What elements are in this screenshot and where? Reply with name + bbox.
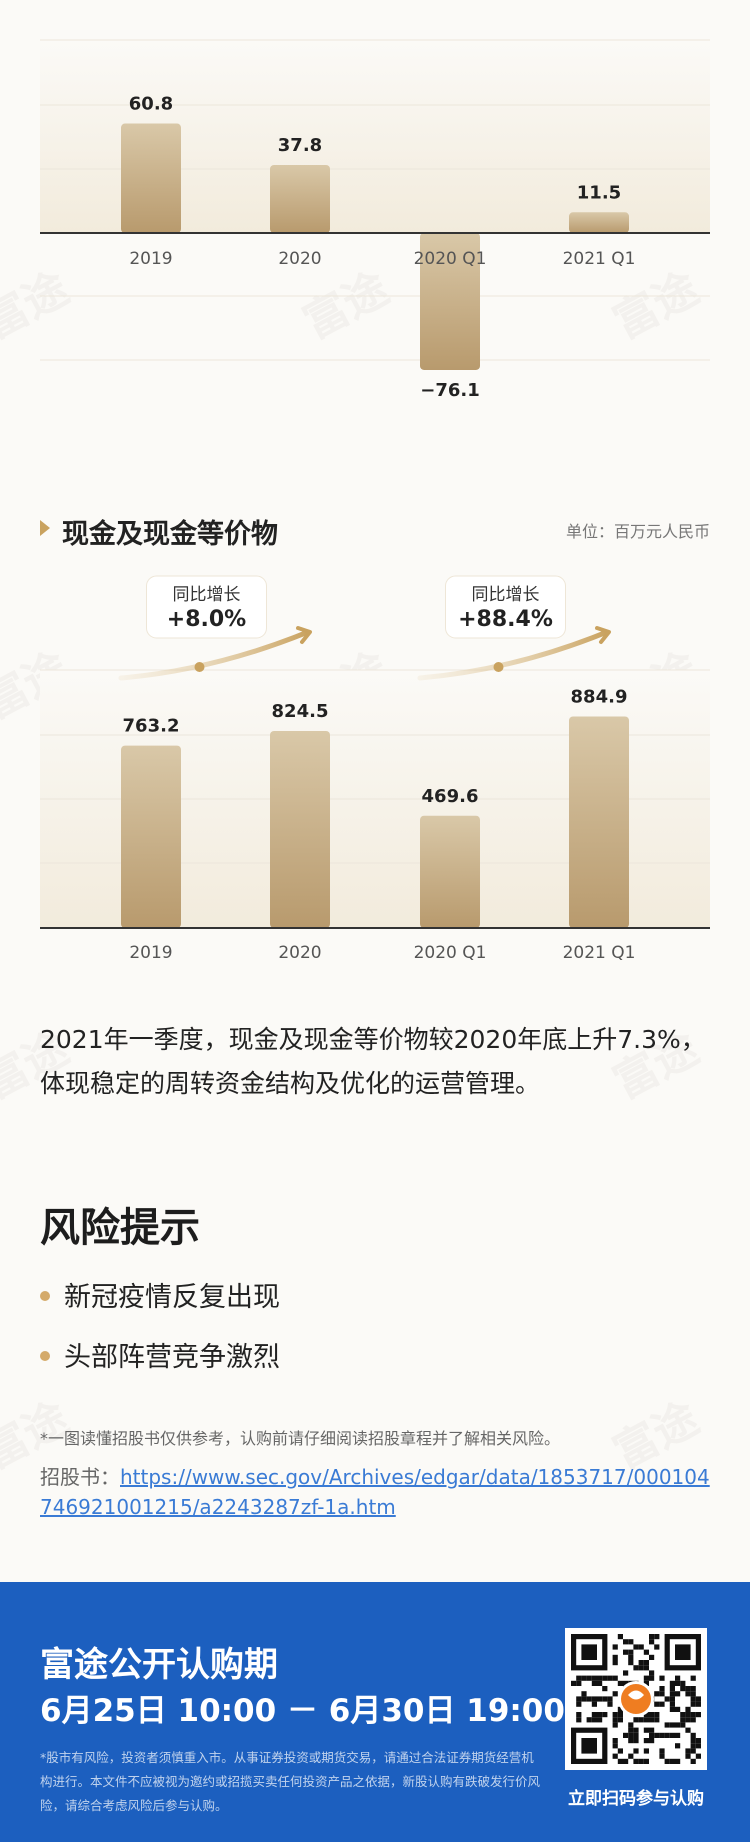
bar bbox=[569, 212, 629, 233]
growth-label: 同比增长 bbox=[472, 585, 540, 605]
growth-arrow bbox=[118, 629, 311, 681]
bullet-icon bbox=[40, 1350, 50, 1361]
arrow-head-icon bbox=[296, 626, 312, 644]
footer-note: *股市有风险，投资者须慎重入市。从事证券投资或期货交易，请通过合法证券期货经营机… bbox=[40, 1750, 541, 1813]
prospectus-label: 招股书： bbox=[40, 1465, 120, 1489]
prospectus-line: 招股书：https://www.sec.gov/Archives/edgar/d… bbox=[40, 1462, 720, 1522]
qr-code-icon bbox=[571, 1634, 701, 1764]
bullet-icon bbox=[40, 1290, 50, 1301]
risk-title: 风险提示 bbox=[40, 1205, 200, 1251]
footer-title: 富途公开认购期 bbox=[40, 1645, 278, 1685]
tick-label: 2020 Q1 bbox=[414, 249, 487, 269]
footer-date: 6月25日 10:00 － 6月30日 19:00 bbox=[40, 1693, 565, 1729]
tick-label: 2021 Q1 bbox=[563, 943, 636, 963]
risk-item-label: 头部阵营竞争激烈 bbox=[64, 1342, 280, 1373]
risk-item: 新冠疫情反复出现 bbox=[40, 1275, 280, 1314]
bar bbox=[270, 730, 330, 928]
tick-label: 2020 Q1 bbox=[414, 943, 487, 963]
footer-banner: 富途公开认购期 6月25日 10:00 － 6月30日 19:00 *股市有风险… bbox=[0, 1582, 750, 1842]
data-label: 824.5 bbox=[272, 701, 329, 722]
disclaimer: *一图读懂招股书仅供参考，认购前请仔细阅读招股章程并了解相关风险。 bbox=[40, 1429, 561, 1448]
arrow-head-icon bbox=[595, 626, 611, 644]
data-label: 60.8 bbox=[129, 94, 173, 115]
prospectus-link[interactable]: https://www.sec.gov/Archives/edgar/data/… bbox=[40, 1465, 710, 1519]
growth-value: +88.4% bbox=[458, 607, 553, 632]
growth-bubble bbox=[445, 575, 566, 639]
tick-label: 2020 bbox=[278, 249, 321, 269]
section-title: 现金及现金等价物 bbox=[62, 519, 278, 550]
tick-label: 2019 bbox=[129, 249, 172, 269]
data-label: 37.8 bbox=[278, 135, 322, 156]
section-unit: 单位：百万元人民币 bbox=[565, 522, 710, 541]
growth-label: 同比增长 bbox=[173, 585, 241, 605]
tick-label: 2019 bbox=[129, 943, 172, 963]
bar bbox=[569, 716, 629, 928]
section-marker-icon bbox=[40, 520, 50, 536]
growth-bubble bbox=[146, 575, 267, 639]
growth-value: +8.0% bbox=[167, 607, 246, 632]
risk-item: 头部阵营竞争激烈 bbox=[40, 1335, 280, 1374]
tick-label: 2021 Q1 bbox=[563, 249, 636, 269]
bar bbox=[420, 233, 480, 370]
bar bbox=[420, 815, 480, 928]
data-label: −76.1 bbox=[420, 380, 480, 401]
data-label: 884.9 bbox=[571, 687, 628, 708]
data-label: 11.5 bbox=[577, 182, 621, 203]
net-income-chart: 60.8 37.8 −76.1 11.5 2019 2020 2020 Q1 2021 Q1 bbox=[0, 0, 750, 440]
growth-arrow bbox=[417, 629, 610, 681]
data-label: 469.6 bbox=[422, 786, 479, 807]
qr-code[interactable] bbox=[565, 1628, 707, 1770]
cash-chart: 763.2 824.5 469.6 884.9 2019 2020 2020 Q1 2021 … bbox=[0, 560, 750, 980]
data-label: 763.2 bbox=[123, 716, 180, 737]
tick-label: 2020 bbox=[278, 943, 321, 963]
bar bbox=[121, 745, 181, 928]
growth-dot bbox=[194, 662, 205, 672]
growth-dot bbox=[493, 662, 504, 672]
summary-paragraph: 2021年一季度，现金及现金等价物较2020年底上升7.3%，体现稳定的周转资金… bbox=[40, 1025, 706, 1098]
section-header: 现金及现金等价物 单位：百万元人民币 bbox=[40, 508, 710, 550]
bar bbox=[121, 123, 181, 233]
scan-label: 立即扫码参与认购 bbox=[568, 1789, 704, 1809]
bar bbox=[270, 164, 330, 233]
chart-1-svg: 60.8 37.8 −76.1 11.5 2019 2020 2020 Q1 2021 Q1 bbox=[40, 39, 710, 401]
risk-item-label: 新冠疫情反复出现 bbox=[64, 1282, 280, 1313]
chart-2-svg: 763.2 824.5 469.6 884.9 2019 2020 2020 Q1 2021 … bbox=[40, 575, 710, 963]
